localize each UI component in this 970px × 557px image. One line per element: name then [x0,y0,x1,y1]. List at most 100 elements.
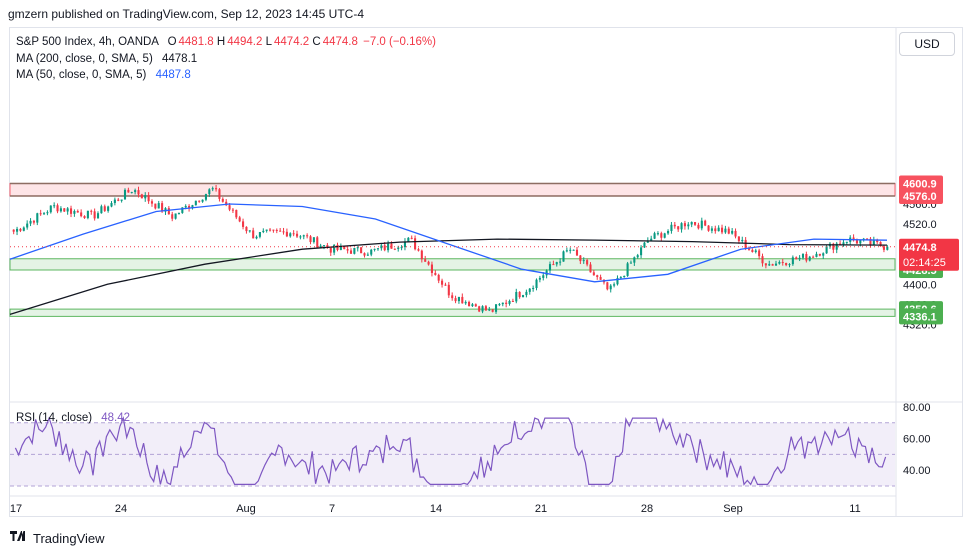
zone-support-1 [9,258,896,271]
candle-body [515,291,518,302]
candle-body [120,199,123,201]
candle-body [221,198,224,202]
candle-body [414,238,417,250]
candle-body [29,220,32,224]
candle-body [225,201,228,206]
candle-body [468,301,471,307]
candle-body [457,296,460,302]
candle-body [697,224,700,229]
candle-body [333,244,336,253]
candle-body [299,236,302,238]
candle-body [376,248,380,250]
candle-body [248,230,251,232]
candle-body [424,259,427,262]
candle-body [768,264,771,266]
open-label: O [167,36,177,48]
candle-body [208,189,211,195]
candle-body [788,264,791,266]
candle-body [538,277,541,280]
rsi-tick-label: 80.00 [903,402,931,414]
candle-body [177,212,181,214]
candle-body [609,285,612,290]
ma50-label: MA (50, close, 0, SMA, 5) [16,69,147,81]
candle-body [778,262,781,264]
time-tick-label: Sep [723,503,743,515]
candle-body [505,302,508,304]
candle-body [653,233,656,239]
candle-body [56,205,59,212]
candle-body [795,257,798,260]
candle-body [663,233,666,238]
candle-body [441,280,444,285]
candle-body [26,223,29,228]
ma50-line [9,203,888,283]
tradingview-logo-icon [10,531,25,541]
zone-resistance [9,182,896,197]
candle-body [454,298,457,302]
ma50-value: 4487.8 [155,69,191,81]
candle-body [292,233,295,235]
candle-body [343,246,346,250]
ma200-label: MA (200, close, 0, SMA, 5) [16,53,153,65]
candle-body [360,247,363,254]
candle-body [771,264,774,266]
price-label-text: 4336.1 [903,311,937,323]
candle-body [882,246,885,250]
candle-body [565,250,568,252]
candle-body [471,304,474,307]
candle-body [572,249,575,251]
candle-body [127,189,130,193]
candle-body [252,230,255,239]
currency-button[interactable]: USD [899,32,955,56]
candle-body [137,190,140,195]
candle-body [275,229,278,231]
candle-body [845,241,848,243]
candle-body [727,228,730,234]
candle-body [852,237,855,241]
zone-support-2 [9,308,896,317]
candle-body [96,213,100,219]
candle-body [876,240,879,243]
candle-body [397,247,400,249]
candle-body [258,231,261,237]
candle-body [194,200,197,206]
candle-body [322,245,326,247]
candle-body [562,251,565,262]
candle-body [626,263,629,276]
candle-body [235,209,238,218]
candle-body [687,224,690,227]
candle-body [86,210,89,219]
candle-body [434,272,437,275]
candle-body [491,309,494,312]
candle-body [812,256,815,258]
candle-body [714,228,717,232]
candle-body [336,244,339,250]
time-tick-label: 11 [849,503,860,515]
candle-body [349,250,353,254]
candle-body [839,243,842,245]
candle-body [46,212,49,214]
candle-body [107,206,110,211]
candle-body [636,255,639,258]
candle-body [36,213,39,223]
candle-body [113,199,116,204]
open-value: 4481.8 [178,36,214,48]
candle-body [316,237,319,248]
candle-body [147,195,150,202]
candle-body [420,250,423,260]
candle-body [123,189,127,200]
low-value: 4474.2 [274,36,310,48]
change-value: −7.0 (−0.16%) [363,36,436,48]
low-label: L [265,36,273,48]
candle-body [785,262,788,266]
candle-body [437,274,440,281]
time-tick-label: 14 [430,503,442,515]
candle-body [586,260,589,265]
candle-body [144,195,147,199]
price-tick-label: 4520.0 [903,219,937,231]
candle-body [430,264,433,273]
candle-body [363,253,366,256]
candle-body [569,249,572,251]
candle-body [53,205,56,207]
